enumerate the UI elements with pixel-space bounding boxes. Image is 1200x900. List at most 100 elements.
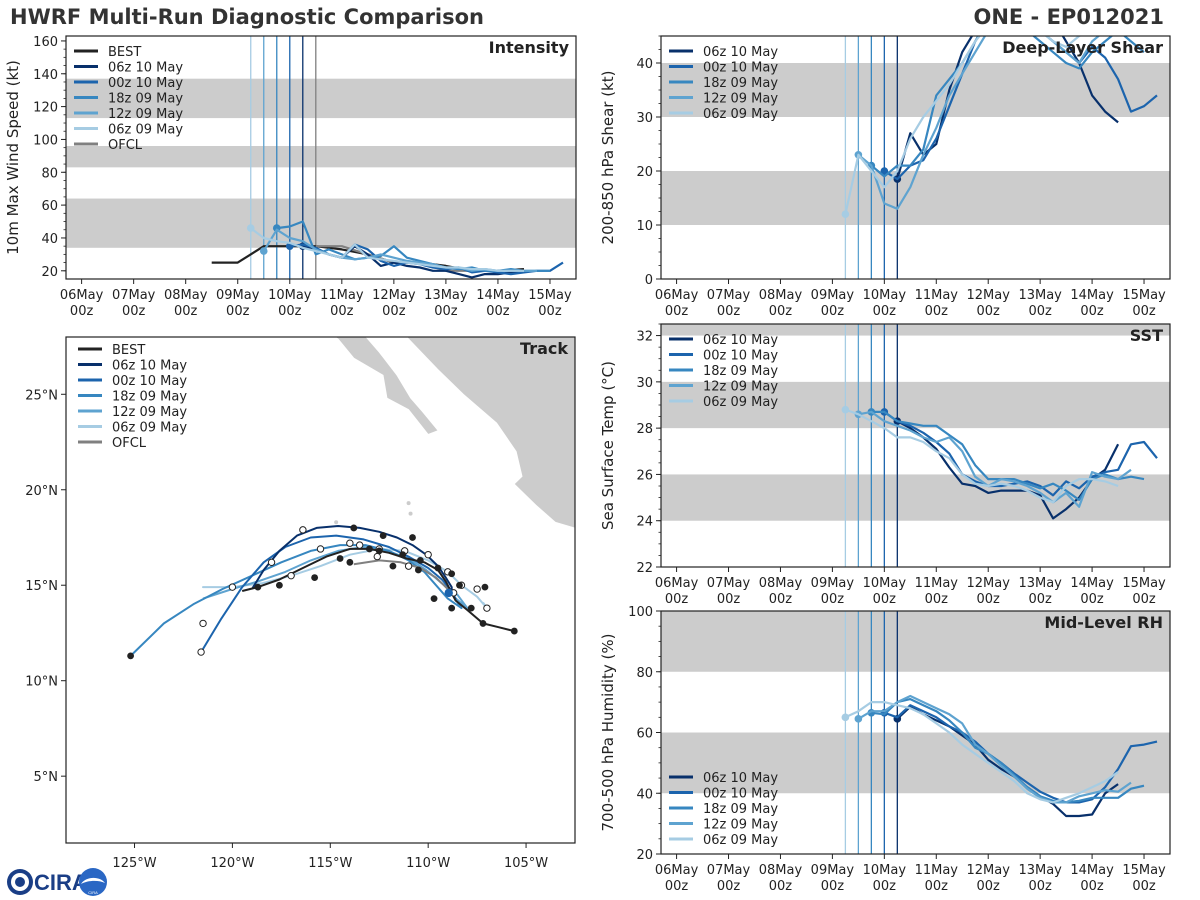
- legend-label: 18z 09 May: [112, 390, 187, 405]
- track-line: [129, 544, 463, 657]
- track-marker-open: [483, 604, 491, 612]
- x-tick-label: 13May: [424, 288, 468, 303]
- x-tick-label: 09May: [811, 576, 855, 591]
- legend-label: 06z 10 May: [703, 333, 778, 348]
- island: [334, 520, 339, 525]
- x-tick-label: 12May: [967, 288, 1011, 303]
- axes-frame: [660, 323, 1171, 568]
- track-marker-filled: [379, 532, 387, 539]
- x-tick-label: 11May: [320, 288, 364, 303]
- series-start-marker: [841, 210, 850, 218]
- legend-label: 12z 09 May: [108, 107, 183, 122]
- y-tick-label: 40: [636, 57, 653, 72]
- x-tick-label: 13May: [1018, 288, 1062, 303]
- x-tick-label: 00z: [873, 304, 897, 319]
- shaded-band: [661, 63, 1170, 117]
- x-tick-label: 00z: [1080, 879, 1104, 894]
- track-marker-filled: [350, 524, 358, 532]
- x-tick-label: 11May: [915, 288, 959, 303]
- cira-logo: CIRA CIRA: [7, 868, 107, 896]
- x-tick-label: 00z: [382, 304, 406, 319]
- current-position-marker: [444, 588, 453, 598]
- shaded-band: [66, 198, 576, 248]
- track-marker-filled: [127, 652, 135, 660]
- track-marker-open: [267, 558, 276, 567]
- series-line: [871, 410, 1145, 501]
- track-marker-open: [373, 552, 381, 561]
- shaded-band: [661, 324, 1170, 336]
- series-line: [896, 705, 1119, 818]
- x-tick-label: 10May: [863, 576, 907, 591]
- y-tick-label: 140: [33, 68, 58, 83]
- y-tick-label: 100: [628, 605, 653, 620]
- track-marker-open: [346, 539, 354, 547]
- x-tick-label: 00z: [977, 592, 1001, 607]
- x-tick-label: 00z: [925, 592, 949, 607]
- legend-label: OFCL: [112, 436, 147, 451]
- legend-label: 00z 10 May: [703, 61, 778, 76]
- y-tick-label: 10: [636, 219, 653, 234]
- legend-label: 18z 09 May: [703, 364, 778, 379]
- shaded-band: [66, 78, 576, 119]
- y-tick-label: 80: [41, 166, 58, 181]
- panel-title: Mid-Level RH: [1044, 613, 1163, 632]
- series-start-marker: [880, 167, 889, 175]
- x-tick-label: 14May: [1070, 288, 1114, 303]
- y-tick-label: 100: [33, 133, 58, 148]
- track-marker-filled: [336, 555, 344, 562]
- y-tick-label: 0: [645, 273, 653, 288]
- panel-title: Intensity: [489, 38, 570, 57]
- x-tick-label: 12May: [967, 863, 1011, 878]
- series-line: [250, 227, 524, 272]
- legend-label: OFCL: [108, 138, 143, 153]
- shaded-band: [661, 732, 1170, 794]
- track-marker-open: [424, 550, 432, 559]
- y-axis-label: 200-850 hPa Shear (kt): [599, 71, 617, 245]
- x-tick-label: 00z: [873, 592, 897, 607]
- x-tick-label: 00z: [925, 304, 949, 319]
- track-marker-filled: [448, 570, 456, 578]
- legend-label: BEST: [112, 343, 145, 358]
- track-marker-filled: [275, 581, 283, 589]
- x-tick-label: 06May: [655, 863, 699, 878]
- x-tick-label: 00z: [1028, 879, 1052, 894]
- track-marker-filled: [414, 566, 422, 574]
- x-tick-label: 07May: [707, 288, 751, 303]
- series-line: [883, 704, 1158, 804]
- y-tick-label: 60: [636, 727, 653, 742]
- legend-label: 06z 10 May: [112, 359, 187, 374]
- track-marker-filled: [430, 595, 438, 602]
- track-marker-filled: [434, 564, 442, 572]
- track-marker-filled: [375, 547, 383, 555]
- x-tick-label: 06May: [655, 576, 699, 591]
- x-tick-label: 00z: [1132, 879, 1156, 894]
- shaded-band: [661, 611, 1170, 672]
- x-tick-label: 00z: [925, 879, 949, 894]
- x-tick-label: 07May: [707, 576, 751, 591]
- y-tick-label: 160: [33, 35, 58, 50]
- x-tick-label: 00z: [769, 304, 793, 319]
- x-tick-label: 00z: [122, 304, 146, 319]
- x-tick-label: 10May: [268, 288, 312, 303]
- panel-track: 125°W 120°W 115°W 110°W 105°W 5°N 10°N 15°N 20°N…: [25, 336, 576, 871]
- x-tick-label: 00z: [1080, 592, 1104, 607]
- track-marker-open: [404, 562, 413, 570]
- x-tick-label: 00z: [821, 592, 845, 607]
- track-marker-filled: [409, 534, 416, 541]
- track-marker-filled: [416, 557, 424, 564]
- x-tick-label: 14May: [1070, 576, 1114, 591]
- series-line: [871, 697, 1145, 804]
- y-tick-label: 15°N: [25, 579, 58, 594]
- legend-label: 06z 10 May: [703, 771, 778, 786]
- axes-frame: [65, 35, 577, 280]
- series-line: [844, 700, 1119, 804]
- panel-rh: 2040608010006May00z07May00z08May00z09May…: [599, 605, 1171, 894]
- y-tick-label: 80: [636, 666, 653, 681]
- track-marker-open: [355, 541, 364, 549]
- legend-label: 06z 09 May: [703, 395, 778, 410]
- x-tick-label: 125°W: [112, 856, 156, 871]
- track-marker-filled: [481, 583, 489, 591]
- track-marker-open: [199, 619, 207, 628]
- x-tick-label: 08May: [759, 288, 803, 303]
- track-marker-filled: [346, 558, 354, 566]
